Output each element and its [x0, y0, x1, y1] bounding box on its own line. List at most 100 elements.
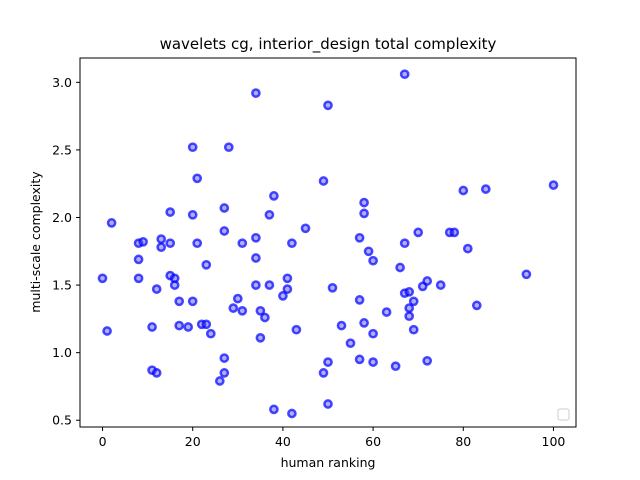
data-point-67: [354, 295, 365, 305]
data-point-18: [174, 296, 185, 307]
data-point-11: [156, 234, 167, 244]
data-point-47: [264, 209, 275, 220]
data-point-23: [187, 296, 198, 307]
x-tick-label: 0: [99, 434, 107, 449]
data-point-44: [255, 305, 266, 316]
data-point-58: [318, 176, 329, 186]
data-point-31: [219, 203, 230, 213]
data-point-2: [106, 218, 117, 228]
legend-box: [557, 408, 570, 421]
data-point-59: [318, 368, 329, 378]
data-point-72: [363, 246, 374, 257]
data-point-78: [395, 262, 405, 273]
data-point-65: [345, 338, 356, 349]
data-point-87: [413, 227, 424, 238]
data-point-61: [323, 357, 333, 367]
data-point-0: [97, 273, 108, 284]
x-axis-label: human ranking: [281, 455, 376, 470]
data-point-54: [287, 238, 297, 249]
data-point-24: [192, 173, 203, 184]
data-point-41: [251, 232, 261, 243]
data-point-34: [219, 368, 230, 378]
data-point-79: [399, 69, 410, 80]
y-axis: 0.5 1.0 1.5 2.0 2.5 3.0: [52, 75, 80, 428]
data-point-73: [368, 255, 378, 266]
data-point-69: [359, 197, 369, 208]
data-point-70: [359, 208, 369, 219]
data-point-77: [390, 361, 401, 372]
y-tick-label: 2.5: [52, 142, 72, 157]
data-point-6: [138, 236, 148, 247]
data-point-22: [187, 209, 198, 220]
data-point-74: [368, 328, 378, 339]
data-point-62: [323, 399, 333, 409]
data-point-80: [399, 238, 410, 249]
data-point-9: [151, 284, 162, 294]
data-point-38: [237, 238, 248, 249]
data-point-89: [422, 276, 433, 286]
data-point-90: [422, 355, 433, 366]
data-point-25: [192, 238, 203, 249]
data-point-71: [359, 318, 369, 328]
x-tick-label: 100: [542, 434, 566, 449]
y-tick-label: 0.5: [52, 413, 72, 428]
data-point-39: [237, 305, 248, 316]
data-point-82: [404, 286, 415, 297]
y-tick-label: 2.0: [52, 210, 72, 225]
data-point-12: [156, 242, 167, 253]
x-tick-label: 20: [185, 434, 201, 449]
data-point-35: [223, 142, 234, 153]
data-point-13: [165, 207, 176, 217]
data-point-64: [336, 320, 347, 331]
data-point-60: [323, 100, 333, 111]
data-point-50: [269, 404, 279, 415]
data-point-76: [381, 307, 392, 317]
data-points: [97, 69, 559, 419]
data-point-37: [232, 293, 243, 304]
y-tick-label: 3.0: [52, 75, 72, 90]
data-point-28: [201, 319, 212, 330]
data-point-27: [201, 259, 212, 270]
data-point-49: [269, 191, 279, 201]
data-point-98: [521, 269, 532, 280]
plot-area-frame: [79, 57, 577, 428]
data-point-95: [462, 243, 473, 254]
data-point-63: [327, 282, 338, 293]
data-point-68: [354, 354, 365, 365]
data-point-29: [205, 328, 216, 339]
x-tick-label: 40: [275, 434, 291, 449]
x-tick-label: 80: [455, 434, 471, 449]
data-point-86: [408, 324, 419, 335]
data-point-46: [260, 312, 270, 323]
data-point-93: [449, 227, 460, 238]
data-point-56: [291, 324, 302, 335]
data-point-40: [251, 88, 261, 98]
data-point-52: [282, 273, 293, 284]
data-point-48: [264, 280, 275, 290]
y-tick-label: 1.0: [52, 345, 72, 360]
data-point-30: [214, 376, 225, 386]
data-point-53: [282, 284, 293, 294]
data-point-10: [151, 368, 162, 378]
data-point-97: [480, 184, 491, 194]
data-point-5: [133, 273, 144, 284]
data-point-33: [219, 353, 230, 363]
data-point-66: [354, 232, 365, 243]
data-point-99: [548, 180, 559, 190]
x-tick-label: 60: [365, 434, 381, 449]
data-point-1: [102, 326, 112, 336]
data-point-36: [228, 303, 239, 313]
data-point-43: [251, 280, 261, 290]
data-point-94: [458, 185, 469, 196]
data-point-32: [219, 226, 230, 236]
data-point-45: [255, 332, 266, 343]
data-point-84: [404, 311, 415, 322]
data-point-14: [165, 238, 176, 249]
data-point-17: [169, 280, 180, 290]
data-point-91: [435, 280, 446, 290]
data-point-42: [251, 253, 261, 263]
y-axis-label: multi-scale complexity: [28, 171, 43, 313]
x-axis: 0 20 40 60 80 100: [99, 427, 566, 449]
data-point-7: [147, 322, 157, 332]
